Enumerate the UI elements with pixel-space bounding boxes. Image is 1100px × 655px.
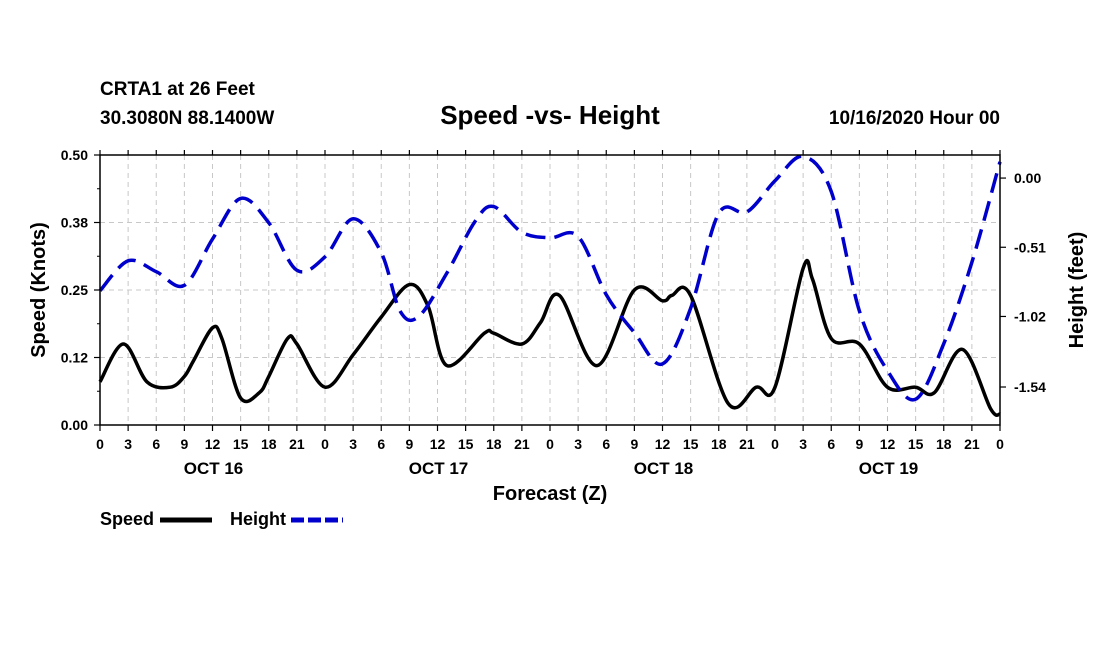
y-left-tick-label: 0.12 (61, 350, 88, 366)
x-tick-label: 3 (349, 436, 357, 452)
legend-height-label: Height (230, 509, 286, 529)
x-tick-label: 0 (321, 436, 329, 452)
y-right-tick-label: -1.02 (1014, 308, 1046, 324)
station-label: CRTA1 at 26 Feet (100, 79, 256, 100)
run-time-label: 10/16/2020 Hour 00 (829, 108, 1000, 129)
coordinates-label: 30.3080N 88.1400W (100, 108, 274, 129)
x-tick-label: 3 (574, 436, 582, 452)
x-tick-label: 15 (908, 436, 924, 452)
x-tick-label: 9 (855, 436, 863, 452)
y-left-tick-label: 0.00 (61, 417, 88, 433)
x-day-label: OCT 19 (859, 459, 919, 478)
y-left-tick-label: 0.50 (61, 147, 88, 163)
x-tick-label: 6 (377, 436, 385, 452)
x-tick-label: 18 (261, 436, 277, 452)
x-tick-label: 3 (124, 436, 132, 452)
x-tick-label: 0 (996, 436, 1004, 452)
y-axis-right-label: Height (feet) (1066, 232, 1088, 349)
x-tick-label: 6 (827, 436, 835, 452)
x-tick-label: 0 (546, 436, 554, 452)
x-tick-label: 9 (630, 436, 638, 452)
x-tick-label: 0 (771, 436, 779, 452)
x-tick-label: 6 (152, 436, 160, 452)
y-axis-left-label: Speed (Knots) (28, 222, 50, 358)
x-day-label: OCT 17 (409, 459, 469, 478)
x-axis-label: Forecast (Z) (493, 483, 607, 505)
x-tick-label: 0 (96, 436, 104, 452)
x-tick-label: 21 (964, 436, 980, 452)
x-tick-label: 6 (602, 436, 610, 452)
x-tick-label: 21 (289, 436, 305, 452)
y-left-tick-label: 0.38 (61, 215, 88, 231)
x-tick-label: 9 (180, 436, 188, 452)
x-tick-label: 21 (739, 436, 755, 452)
x-tick-label: 12 (430, 436, 446, 452)
x-tick-label: 18 (711, 436, 727, 452)
x-tick-label: 12 (205, 436, 221, 452)
x-tick-label: 15 (458, 436, 474, 452)
x-tick-label: 12 (655, 436, 671, 452)
x-tick-label: 15 (233, 436, 249, 452)
legend: Speed Height (100, 509, 343, 529)
x-tick-label: 9 (405, 436, 413, 452)
chart-title: Speed -vs- Height (440, 100, 660, 130)
x-day-label: OCT 18 (634, 459, 694, 478)
series-line-speed (98, 259, 1001, 417)
y-right-tick-label: 0.00 (1014, 170, 1041, 186)
grid (100, 155, 1000, 425)
y-left-tick-label: 0.25 (61, 282, 88, 298)
y-right-tick-label: -0.51 (1014, 239, 1046, 255)
y-right-tick-label: -1.54 (1014, 379, 1046, 395)
x-tick-label: 15 (683, 436, 699, 452)
x-tick-label: 18 (486, 436, 502, 452)
legend-speed-label: Speed (100, 509, 154, 529)
x-tick-label: 18 (936, 436, 952, 452)
series-line-height (98, 154, 1002, 402)
x-tick-label: 21 (514, 436, 530, 452)
series-layer (98, 154, 1002, 417)
x-tick-label: 12 (880, 436, 896, 452)
x-day-label: OCT 16 (184, 459, 244, 478)
x-tick-label: 3 (799, 436, 807, 452)
axis-ticks: 0 3 6 9 12 15 18 21 0 3 6 9 12 15 18 21 0 3 6 9 12 15 18 21 0 3 6 9… (61, 147, 1046, 478)
